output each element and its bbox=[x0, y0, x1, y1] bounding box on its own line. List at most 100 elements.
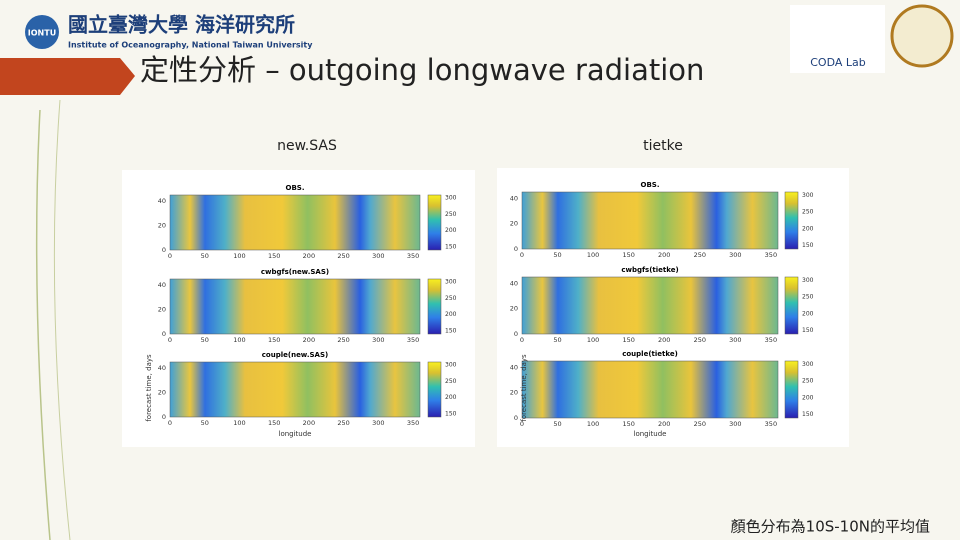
panel-title: cwbgfs(new.SAS) bbox=[261, 268, 329, 276]
colorbar bbox=[427, 278, 442, 335]
heatmap bbox=[169, 361, 421, 418]
y-tick-label: 20 bbox=[158, 222, 166, 230]
y-tick-label: 0 bbox=[162, 246, 166, 254]
x-tick-label: 200 bbox=[303, 252, 315, 260]
x-tick-label: 200 bbox=[658, 336, 670, 344]
x-tick-label: 150 bbox=[622, 251, 634, 259]
colorbar-tick-label: 300 bbox=[445, 362, 457, 369]
x-tick-label: 50 bbox=[201, 419, 209, 427]
y-tick-label: 40 bbox=[510, 194, 518, 202]
x-tick-label: 100 bbox=[233, 336, 245, 344]
logo-subtitle: Institute of Oceanography, National Taiw… bbox=[68, 41, 313, 50]
logo-text: 國立臺灣大學 海洋研究所 bbox=[68, 13, 295, 37]
y-tick-label: 20 bbox=[510, 305, 518, 313]
panel-title: couple(tietke) bbox=[622, 350, 678, 358]
colorbar-tick-label: 300 bbox=[445, 195, 457, 202]
x-tick-label: 50 bbox=[201, 336, 209, 344]
figure-label: new.SAS bbox=[277, 138, 337, 154]
heatmap bbox=[169, 278, 421, 335]
colorbar-tick-label: 150 bbox=[445, 243, 457, 250]
y-axis-label: forecast time, days bbox=[145, 354, 153, 422]
x-tick-label: 50 bbox=[553, 336, 561, 344]
slide-title: 定性分析 – outgoing longwave radiation bbox=[140, 53, 704, 87]
colorbar-tick-label: 200 bbox=[445, 227, 457, 234]
colorbar-tick-label: 250 bbox=[802, 378, 814, 385]
colorbar-tick-label: 250 bbox=[445, 295, 457, 302]
x-tick-label: 250 bbox=[694, 336, 706, 344]
y-tick-label: 0 bbox=[162, 413, 166, 421]
x-tick-label: 100 bbox=[587, 251, 599, 259]
x-tick-label: 150 bbox=[622, 420, 634, 428]
x-tick-label: 100 bbox=[233, 252, 245, 260]
colorbar-tick-label: 300 bbox=[802, 277, 814, 284]
y-tick-label: 0 bbox=[514, 245, 518, 253]
x-tick-label: 150 bbox=[268, 336, 280, 344]
x-axis-label: longitude bbox=[279, 430, 312, 438]
colorbar-tick-label: 200 bbox=[445, 394, 457, 401]
x-tick-label: 300 bbox=[372, 419, 384, 427]
x-tick-label: 350 bbox=[765, 420, 777, 428]
x-tick-label: 150 bbox=[268, 252, 280, 260]
colorbar bbox=[427, 361, 442, 418]
y-tick-label: 20 bbox=[158, 306, 166, 314]
x-axis-label: longitude bbox=[634, 430, 667, 438]
colorbar-tick-label: 300 bbox=[445, 279, 457, 286]
y-tick-label: 40 bbox=[158, 364, 166, 372]
x-tick-label: 0 bbox=[520, 420, 524, 428]
x-tick-label: 100 bbox=[587, 336, 599, 344]
x-tick-label: 150 bbox=[622, 336, 634, 344]
colorbar-tick-label: 200 bbox=[802, 394, 814, 401]
x-tick-label: 350 bbox=[407, 252, 419, 260]
y-tick-label: 0 bbox=[514, 414, 518, 422]
y-tick-label: 40 bbox=[158, 197, 166, 205]
colorbar bbox=[784, 360, 799, 419]
lab-logo-text: CODA Lab bbox=[810, 56, 866, 69]
x-tick-label: 300 bbox=[372, 336, 384, 344]
colorbar-tick-label: 250 bbox=[802, 294, 814, 301]
x-tick-label: 250 bbox=[694, 251, 706, 259]
x-tick-label: 250 bbox=[337, 252, 349, 260]
x-tick-label: 300 bbox=[372, 252, 384, 260]
x-tick-label: 0 bbox=[520, 251, 524, 259]
colorbar bbox=[784, 191, 799, 250]
colorbar-tick-label: 150 bbox=[445, 327, 457, 334]
colorbar-tick-label: 250 bbox=[445, 211, 457, 218]
panel-title: OBS. bbox=[286, 184, 305, 192]
heatmap bbox=[521, 276, 779, 335]
y-tick-label: 20 bbox=[510, 389, 518, 397]
x-tick-label: 350 bbox=[407, 419, 419, 427]
colorbar bbox=[784, 276, 799, 335]
colorbar-tick-label: 150 bbox=[802, 327, 814, 334]
x-tick-label: 200 bbox=[658, 251, 670, 259]
logo-badge: IONTU bbox=[28, 29, 56, 38]
y-tick-label: 40 bbox=[158, 281, 166, 289]
y-axis-label: forecast time, days bbox=[520, 354, 528, 422]
x-tick-label: 300 bbox=[729, 336, 741, 344]
x-tick-label: 300 bbox=[729, 251, 741, 259]
x-tick-label: 200 bbox=[303, 336, 315, 344]
colorbar-tick-label: 200 bbox=[802, 310, 814, 317]
x-tick-label: 250 bbox=[337, 419, 349, 427]
x-tick-label: 200 bbox=[303, 419, 315, 427]
colorbar-tick-label: 250 bbox=[445, 378, 457, 385]
decoration bbox=[53, 99, 71, 540]
colorbar-tick-label: 150 bbox=[445, 410, 457, 417]
x-tick-label: 150 bbox=[268, 419, 280, 427]
y-tick-label: 0 bbox=[162, 330, 166, 338]
x-tick-label: 100 bbox=[233, 419, 245, 427]
x-tick-label: 0 bbox=[520, 336, 524, 344]
panel-title: couple(new.SAS) bbox=[262, 351, 328, 359]
x-tick-label: 250 bbox=[694, 420, 706, 428]
y-tick-label: 20 bbox=[510, 220, 518, 228]
colorbar-tick-label: 150 bbox=[802, 411, 814, 418]
y-tick-label: 20 bbox=[158, 389, 166, 397]
heatmap bbox=[521, 191, 779, 250]
heatmap bbox=[521, 360, 779, 419]
lab-logo bbox=[790, 5, 885, 73]
x-tick-label: 200 bbox=[658, 420, 670, 428]
title-arrow bbox=[0, 58, 135, 95]
x-tick-label: 0 bbox=[168, 252, 172, 260]
x-tick-label: 350 bbox=[407, 336, 419, 344]
figure-label: tietke bbox=[643, 138, 683, 154]
